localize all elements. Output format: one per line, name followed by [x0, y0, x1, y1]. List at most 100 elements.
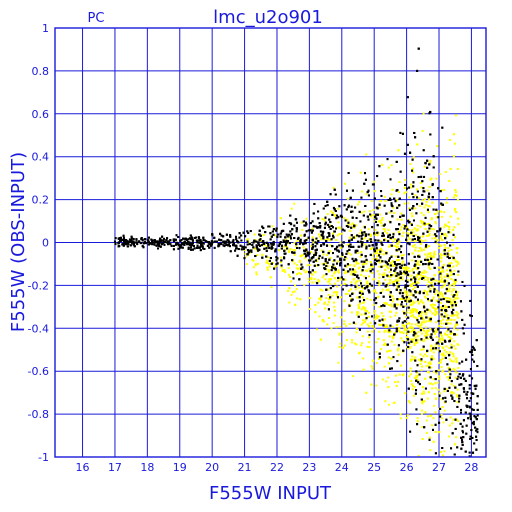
data-point [415, 341, 418, 344]
data-point [411, 169, 414, 172]
data-point [398, 191, 401, 194]
data-point [409, 279, 412, 282]
data-point [458, 373, 461, 376]
data-point [433, 290, 436, 293]
data-point [439, 244, 442, 247]
data-point [339, 257, 342, 260]
data-point [360, 237, 363, 240]
data-point [324, 278, 327, 281]
data-point [293, 253, 296, 256]
data-point [449, 416, 452, 419]
data-point [306, 264, 309, 267]
data-point [409, 326, 412, 329]
data-point [445, 345, 448, 348]
data-point [320, 295, 323, 298]
data-point [388, 304, 391, 307]
data-point [334, 291, 337, 294]
data-point [294, 218, 297, 221]
data-point [402, 332, 405, 335]
data-point [448, 386, 451, 389]
data-point [416, 261, 419, 264]
data-point [413, 237, 416, 240]
data-point [455, 264, 458, 267]
data-point [288, 301, 291, 304]
data-point [446, 333, 449, 336]
data-point [411, 228, 414, 231]
data-point [378, 276, 381, 279]
data-point [417, 338, 420, 341]
data-point [429, 310, 432, 313]
data-point [452, 308, 455, 311]
data-point [313, 277, 316, 280]
data-point [426, 350, 429, 353]
data-point [450, 290, 453, 293]
data-point [317, 264, 320, 267]
data-point [420, 332, 423, 335]
data-point [372, 213, 375, 216]
data-point [416, 364, 419, 367]
data-point [389, 270, 392, 273]
data-point [373, 220, 376, 223]
data-point [411, 311, 414, 314]
data-point [268, 265, 271, 268]
data-point [163, 243, 166, 246]
data-point [443, 254, 446, 257]
data-point [421, 386, 424, 389]
data-point [310, 245, 313, 248]
data-point [432, 307, 435, 310]
data-point [391, 281, 394, 284]
data-point [432, 298, 435, 301]
data-point [375, 384, 378, 387]
data-point [381, 378, 384, 381]
data-point [306, 270, 309, 273]
data-point [423, 338, 426, 341]
data-point [335, 247, 338, 250]
data-point [440, 413, 443, 416]
data-point [195, 236, 198, 239]
data-point [350, 270, 353, 273]
data-point [383, 230, 386, 233]
data-point [453, 226, 456, 229]
data-point [440, 260, 443, 263]
data-point [340, 244, 343, 247]
data-point [454, 114, 457, 117]
data-point [441, 357, 444, 360]
data-point [365, 153, 368, 156]
data-point [356, 313, 359, 316]
data-point [408, 270, 411, 273]
data-point [368, 346, 371, 349]
data-point [349, 294, 352, 297]
data-point [445, 299, 448, 302]
data-point [407, 275, 410, 278]
data-point [244, 255, 247, 258]
data-point [400, 301, 403, 304]
data-point [449, 336, 452, 339]
data-point [275, 229, 278, 232]
data-point [424, 275, 427, 278]
data-point [386, 330, 389, 333]
data-point [414, 280, 417, 283]
data-point [343, 322, 346, 325]
data-point [338, 345, 341, 348]
data-point [453, 384, 456, 387]
data-point [450, 255, 453, 258]
data-point [420, 369, 423, 372]
data-point [351, 338, 354, 341]
data-point [385, 284, 388, 287]
data-point [340, 276, 343, 279]
data-point [421, 425, 424, 428]
data-point [270, 242, 273, 245]
data-point [434, 307, 437, 310]
data-point [365, 245, 368, 248]
data-point [439, 313, 442, 316]
data-point [370, 315, 373, 318]
data-point [345, 265, 348, 268]
data-point [406, 330, 409, 333]
data-point [114, 237, 117, 240]
data-point [333, 214, 336, 217]
data-point [422, 214, 425, 217]
data-point [319, 225, 322, 228]
data-point [383, 204, 386, 207]
data-point [419, 363, 422, 366]
data-point [416, 371, 419, 374]
